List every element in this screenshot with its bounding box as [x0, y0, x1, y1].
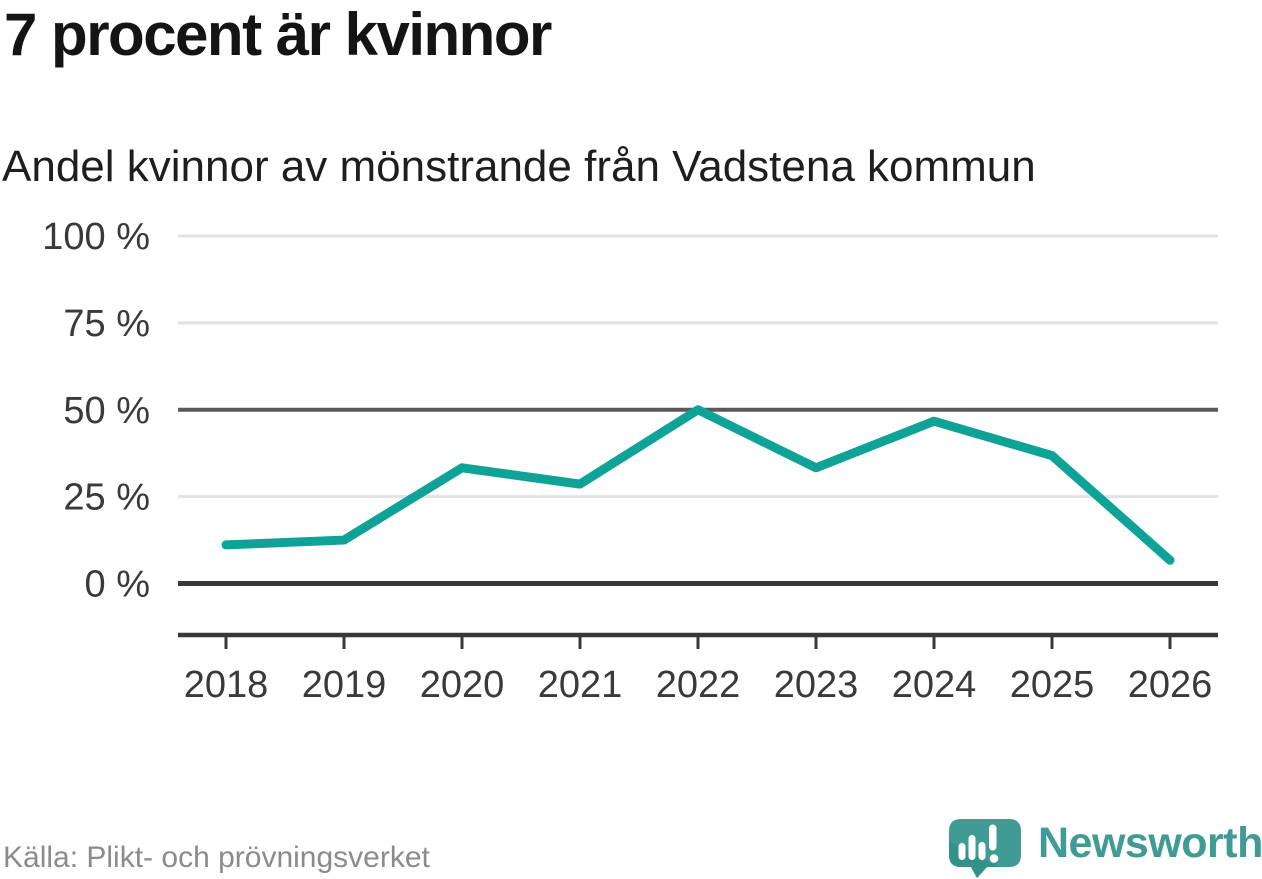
data-line-andel-kvinnor [221, 405, 1175, 565]
x-tick-label: 2024 [892, 664, 977, 706]
x-tick-label: 2018 [184, 664, 269, 706]
x-tick-label: 2026 [1128, 664, 1213, 706]
y-tick-label: 50 % [63, 390, 150, 432]
logo-bar [968, 834, 976, 860]
logo-bar [958, 842, 966, 860]
x-tick-label: 2020 [420, 664, 505, 706]
logo-exclamation-bar [989, 824, 997, 850]
y-tick-label: 100 % [42, 216, 150, 258]
logo-bar [978, 841, 986, 860]
newsworthy-logo-icon [949, 818, 1021, 878]
y-tick-label: 0 % [85, 564, 150, 606]
y-tick-label: 75 % [63, 303, 150, 345]
y-tick-label: 25 % [63, 477, 150, 519]
x-tick-label: 2021 [538, 664, 623, 706]
x-tick-label: 2023 [774, 664, 859, 706]
chart-subtitle: Andel kvinnor av mönstrande från Vadsten… [2, 142, 1036, 191]
x-tick-label: 2022 [656, 664, 741, 706]
newsworthy-wordmark: Newsworthy [1038, 818, 1262, 867]
source-attribution: Källa: Plikt- och prövningsverket [3, 841, 430, 874]
chart-title: 7 procent är kvinnor [4, 1, 552, 68]
newsworthy-logo: Newsworthy [947, 816, 1262, 878]
logo-exclamation-dot [989, 853, 999, 863]
x-tick-label: 2025 [1010, 664, 1095, 706]
x-tick-label: 2019 [302, 664, 387, 706]
